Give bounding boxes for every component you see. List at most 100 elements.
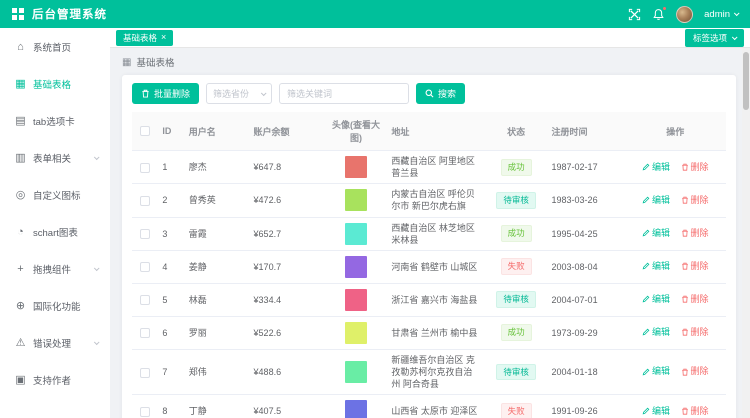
user-avatar-image[interactable] <box>344 288 367 311</box>
status-badge: 待审核 <box>496 291 536 309</box>
table-row: 6 罗丽 ¥522.6 甘肃省 兰州市 榆中县 成功 1973-09-29 编辑… <box>132 316 726 350</box>
user-avatar-image[interactable] <box>344 156 367 179</box>
notification-bell-icon[interactable] <box>652 5 668 21</box>
search-button[interactable]: 搜索 <box>416 83 466 104</box>
scrollbar-thumb[interactable] <box>743 52 749 110</box>
username-label: admin <box>704 8 730 20</box>
sidebar: ⌂ 系统首页 ▦ 基础表格 ▤ tab选项卡 ▥ 表单相关 ◎ 自定义图标 ◔ … <box>0 28 110 418</box>
row-checkbox[interactable] <box>140 262 151 273</box>
sidebar-item-label: 错误处理 <box>33 338 72 350</box>
delete-button[interactable]: 删除 <box>681 194 709 206</box>
edit-button[interactable]: 编辑 <box>642 365 670 377</box>
row-checkbox[interactable] <box>140 367 151 378</box>
row-checkbox[interactable] <box>140 406 151 417</box>
delete-button[interactable]: 删除 <box>681 293 709 305</box>
edit-button[interactable]: 编辑 <box>642 405 670 417</box>
tabs-icon: ▤ <box>15 115 26 127</box>
tab-bar: 基础表格 × 标签选项 <box>110 28 750 48</box>
username-dropdown[interactable]: admin <box>704 8 740 20</box>
delete-button[interactable]: 删除 <box>681 326 709 338</box>
province-select-placeholder: 筛选省份 <box>213 89 250 99</box>
column-header: 状态 <box>484 112 548 151</box>
cell-address: 浙江省 嘉兴市 海盐县 <box>387 283 485 317</box>
batch-delete-label: 批量删除 <box>154 89 191 99</box>
column-header: 账户余额 <box>249 112 325 151</box>
sidebar-item[interactable]: ⌂ 系统首页 <box>0 28 110 65</box>
row-checkbox[interactable] <box>140 195 151 206</box>
sidebar-item-label: 拖拽组件 <box>33 264 72 276</box>
search-label: 搜索 <box>438 89 457 99</box>
cell-balance: ¥652.7 <box>249 217 325 251</box>
fullscreen-icon[interactable] <box>628 8 641 21</box>
user-avatar-image[interactable] <box>344 255 367 278</box>
sidebar-item[interactable]: ⚠ 错误处理 <box>0 324 110 361</box>
table-icon: ▦ <box>122 56 132 68</box>
user-avatar-image[interactable] <box>344 361 367 384</box>
chevron-down-icon <box>731 33 738 40</box>
sidebar-item[interactable]: ▤ tab选项卡 <box>0 102 110 139</box>
search-icon <box>425 89 434 98</box>
status-badge: 失败 <box>500 402 532 418</box>
user-avatar[interactable] <box>676 5 694 23</box>
toolbar: 批量删除 筛选省份 搜索 <box>132 83 726 104</box>
table-row: 1 廖杰 ¥647.8 西藏自治区 阿里地区 普兰县 成功 1987-02-17… <box>132 150 726 185</box>
sidebar-item[interactable]: + 拖拽组件 <box>0 250 110 287</box>
sidebar-item[interactable]: ⊕ 国际化功能 <box>0 287 110 324</box>
delete-button[interactable]: 删除 <box>681 260 709 272</box>
edit-button[interactable]: 编辑 <box>642 326 670 338</box>
edit-button[interactable]: 编辑 <box>642 293 670 305</box>
vertical-scrollbar[interactable] <box>742 48 750 418</box>
sidebar-item[interactable]: ▣ 支持作者 <box>0 361 110 398</box>
user-avatar-image[interactable] <box>344 189 367 212</box>
select-all-header <box>132 112 159 151</box>
delete-button[interactable]: 删除 <box>681 161 709 173</box>
pencil-icon <box>642 368 650 375</box>
delete-button[interactable]: 删除 <box>681 365 709 377</box>
sidebar-item[interactable]: ▦ 基础表格 <box>0 65 110 102</box>
chevron-down-icon <box>93 264 100 271</box>
user-avatar-image[interactable] <box>344 222 367 245</box>
data-table: ID 用户名 账户余额 头像(查看大图) 地址 状态 注册时间 操作 1 廖杰 … <box>132 112 726 418</box>
sidebar-item-label: 系统首页 <box>33 42 72 54</box>
row-checkbox[interactable] <box>140 162 151 173</box>
row-checkbox[interactable] <box>140 328 151 339</box>
custom-icon-icon: ◎ <box>15 189 26 201</box>
user-avatar-image[interactable] <box>344 321 367 344</box>
sidebar-item[interactable]: ▥ 表单相关 <box>0 139 110 176</box>
table-icon: ▦ <box>15 78 26 90</box>
sidebar-item[interactable]: ◔ schart图表 <box>0 213 110 250</box>
breadcrumb-label: 基础表格 <box>136 58 175 69</box>
pencil-icon <box>642 163 650 170</box>
tab-close-icon[interactable]: × <box>161 32 167 42</box>
cell-id: 2 <box>158 183 185 218</box>
column-header: 注册时间 <box>547 112 625 151</box>
edit-button[interactable]: 编辑 <box>642 161 670 173</box>
province-select[interactable]: 筛选省份 <box>206 83 273 104</box>
chart-icon: ◔ <box>17 225 24 238</box>
chevron-down-icon <box>93 338 100 345</box>
row-checkbox[interactable] <box>140 295 151 306</box>
select-all-checkbox[interactable] <box>140 126 151 137</box>
sidebar-item-label: schart图表 <box>33 227 78 239</box>
tag-options-button[interactable]: 标签选项 <box>684 28 744 47</box>
batch-delete-button[interactable]: 批量删除 <box>132 83 200 104</box>
delete-button[interactable]: 删除 <box>681 227 709 239</box>
cell-balance: ¥472.6 <box>249 183 325 218</box>
edit-button[interactable]: 编辑 <box>642 260 670 272</box>
cell-address: 甘肃省 兰州市 榆中县 <box>387 316 485 350</box>
tab-basic-table[interactable]: 基础表格 × <box>116 29 174 46</box>
edit-button[interactable]: 编辑 <box>642 227 670 239</box>
row-checkbox[interactable] <box>140 229 151 240</box>
column-header: 操作 <box>624 112 726 151</box>
user-avatar-image[interactable] <box>344 400 367 418</box>
delete-button[interactable]: 删除 <box>681 405 709 417</box>
pencil-icon <box>642 229 650 237</box>
edit-button[interactable]: 编辑 <box>642 194 670 206</box>
sidebar-item[interactable]: ◎ 自定义图标 <box>0 176 110 213</box>
sidebar-item-label: 国际化功能 <box>33 301 81 313</box>
keyword-input[interactable] <box>279 83 410 104</box>
cell-balance: ¥488.6 <box>249 349 325 396</box>
header-bar: 后台管理系统 admin <box>0 0 750 28</box>
app-title: 后台管理系统 <box>32 9 107 21</box>
